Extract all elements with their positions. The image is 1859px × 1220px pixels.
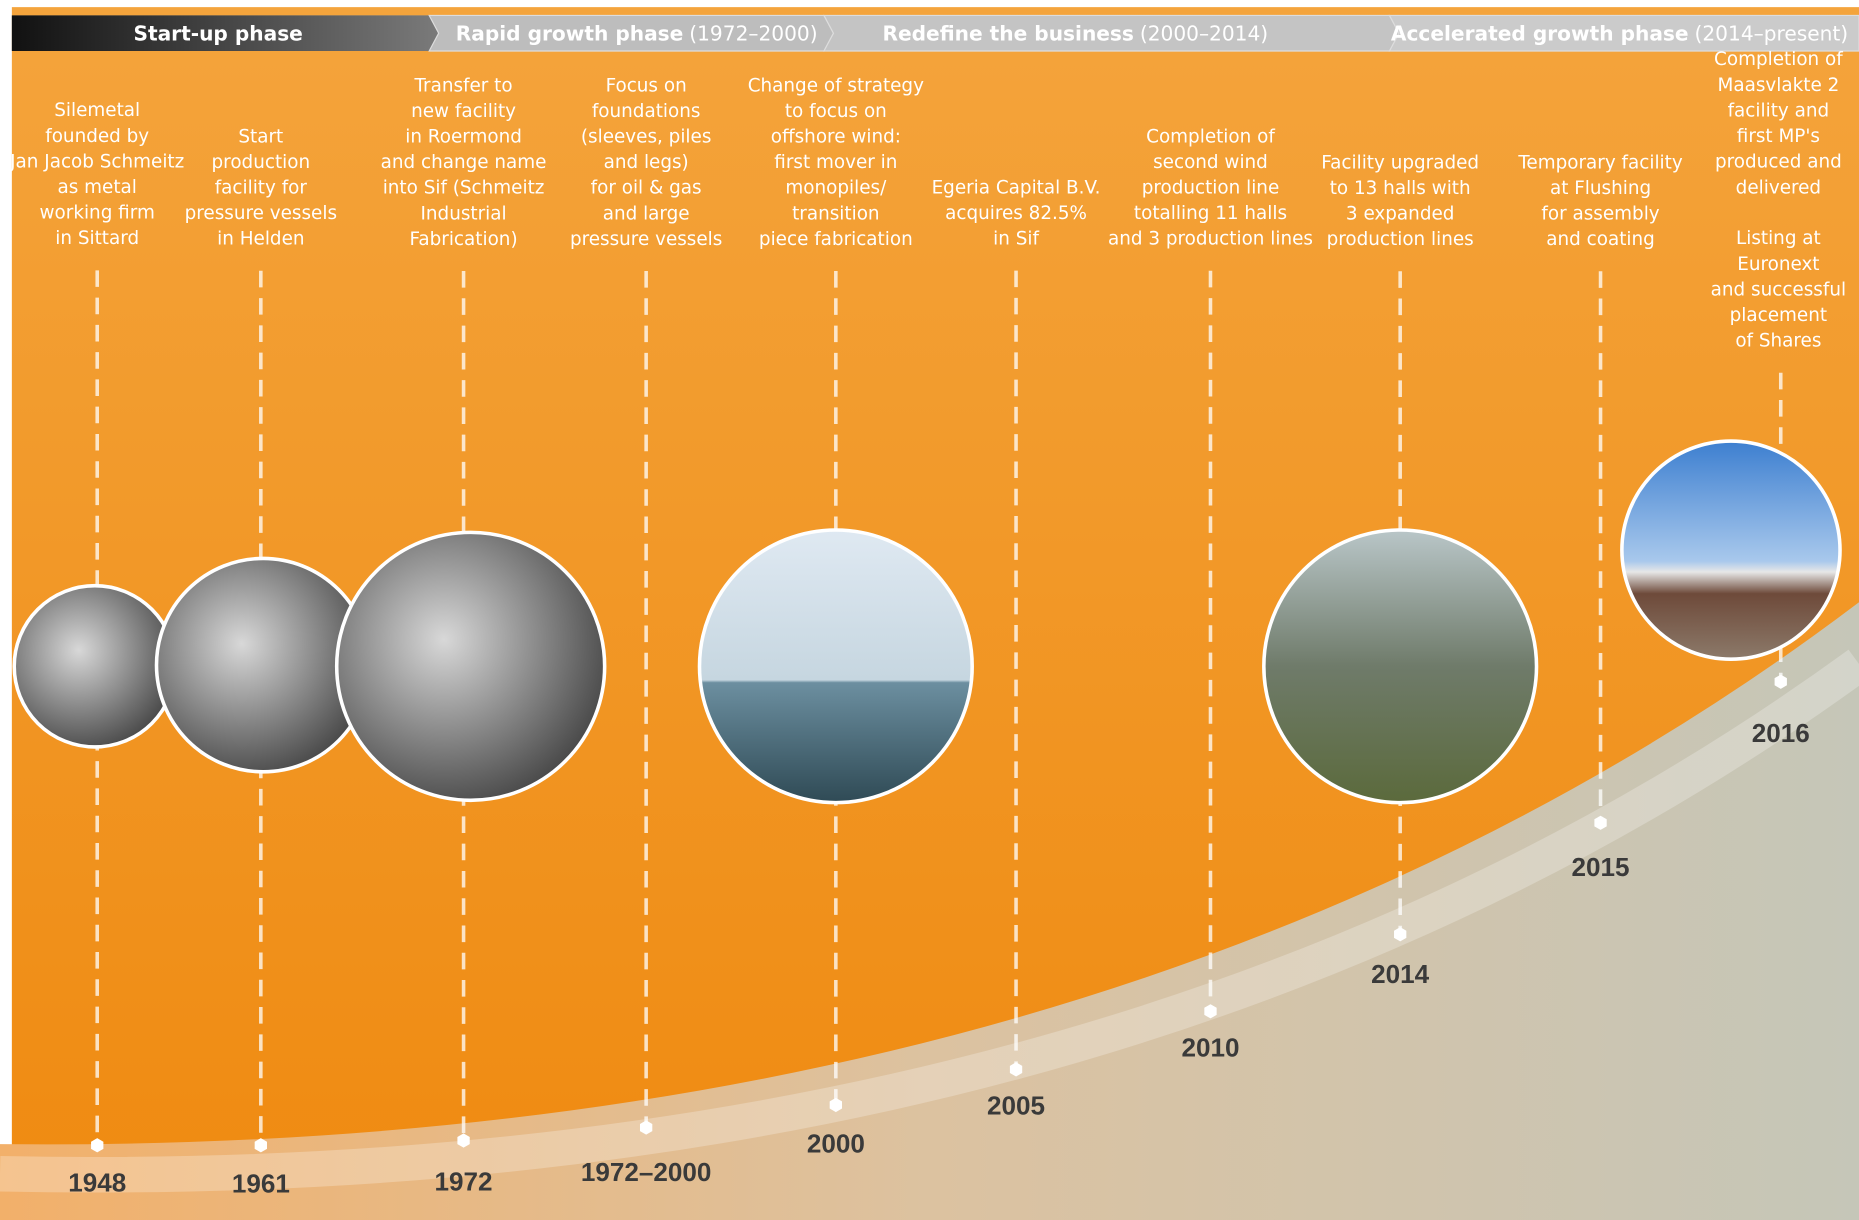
event-text: delivered — [1736, 177, 1821, 198]
event-text: production lines — [1327, 229, 1474, 250]
event-text: Focus on — [606, 75, 687, 96]
event-text: for oil & gas — [591, 178, 702, 199]
event-text: Fabrication) — [410, 229, 518, 250]
photo — [14, 586, 175, 747]
year-label: 1972 — [435, 1166, 493, 1196]
event-text: totalling 11 halls — [1134, 203, 1287, 224]
year-label: 2015 — [1572, 852, 1630, 882]
timeline: Start-up phase Rapid growth phase(1972–20… — [0, 0, 1859, 1220]
event-text: and large — [603, 203, 690, 224]
year-label: 1948 — [68, 1168, 126, 1198]
event-text: transition — [792, 203, 879, 224]
phase-label: Redefine the business (2000–2014) — [882, 21, 1268, 45]
event-text: offshore wind: — [771, 127, 901, 148]
photo — [337, 532, 605, 800]
event-text: Egeria Capital B.V. — [932, 177, 1101, 198]
event-text: to 13 halls with — [1330, 178, 1471, 199]
year-label: 1972–2000 — [581, 1157, 712, 1187]
page: Start-up phase Rapid growth phase(1972–20… — [0, 0, 1859, 1220]
event-text: for assembly — [1541, 204, 1659, 225]
event-text: facility and — [1728, 100, 1830, 121]
event-text: pressure vessels — [185, 203, 337, 224]
event-text: second wind — [1153, 152, 1268, 173]
event-text: and coating — [1546, 229, 1655, 250]
event-text: first mover in — [774, 152, 897, 173]
phase-label: Start-up phase — [133, 21, 302, 45]
event-text: and 3 production lines — [1108, 229, 1313, 250]
photo — [699, 530, 972, 803]
event-text: as metal — [58, 177, 137, 198]
event-text: Jan Jacob Schmeitz — [9, 151, 184, 172]
event-text: in Sif — [993, 228, 1039, 249]
event-text: production line — [1142, 178, 1280, 199]
event-text: Listing at — [1736, 228, 1821, 249]
event-text: (sleeves, piles — [581, 127, 712, 148]
event-text: Silemetal — [54, 100, 140, 121]
event-text: working firm — [40, 203, 155, 224]
year-label: 1961 — [232, 1169, 290, 1199]
phase-period: (2014–present) — [1695, 21, 1849, 45]
event-text: Change of strategy — [748, 75, 924, 96]
event-text: and legs) — [604, 152, 689, 173]
event-text: 3 expanded — [1346, 204, 1455, 225]
event-text: and change name — [381, 152, 547, 173]
phase-name: Rapid growth phase — [456, 21, 684, 45]
event-text: piece fabrication — [759, 229, 913, 250]
event-text: produced and — [1715, 152, 1842, 173]
event-text: Start — [238, 126, 283, 147]
phase-label: Accelerated growth phase(2014–present) — [1391, 21, 1848, 45]
year-label: 2016 — [1752, 718, 1810, 748]
year-label: 2014 — [1371, 959, 1430, 989]
event-text: in Helden — [217, 229, 304, 250]
event-text: and successful — [1711, 279, 1846, 300]
event-text: Completion of — [1146, 126, 1275, 147]
event-text: production — [212, 152, 311, 173]
event-text: into Sif (Schmeitz — [383, 178, 545, 199]
event-text: Euronext — [1737, 254, 1819, 275]
event-text: Facility upgraded — [1321, 152, 1479, 173]
event-text: at Flushing — [1550, 178, 1651, 199]
event-text: acquires 82.5% — [945, 203, 1087, 224]
photo — [1622, 441, 1840, 659]
phase-name: Redefine the business — [882, 21, 1133, 45]
event-text: Maasvlakte 2 — [1717, 75, 1839, 96]
event-text: foundations — [592, 101, 701, 122]
event-text: first MP's — [1737, 126, 1820, 147]
phase-period: (1972–2000) — [689, 21, 817, 45]
event-text: placement — [1730, 305, 1827, 326]
event-text: Transfer to — [414, 75, 513, 96]
phase-period: (2000–2014) — [1140, 21, 1268, 45]
event-text: founded by — [45, 126, 149, 147]
event-text: facility for — [215, 178, 308, 199]
year-label: 2000 — [807, 1128, 865, 1158]
event-text: in Sittard — [55, 228, 139, 249]
event-text: Temporary facility — [1517, 152, 1683, 173]
event-text: of Shares — [1735, 331, 1821, 352]
event-text: to focus on — [785, 101, 887, 122]
event-text: Completion of — [1714, 49, 1843, 70]
phase-name: Start-up phase — [133, 21, 302, 45]
year-label: 2010 — [1181, 1032, 1239, 1062]
event-text: new facility — [411, 101, 516, 122]
photo — [1264, 530, 1537, 803]
event-text: pressure vessels — [570, 229, 722, 250]
phase-label: Rapid growth phase(1972–2000) — [456, 21, 818, 45]
event-text: monopiles/ — [785, 178, 887, 199]
year-label: 2005 — [987, 1090, 1045, 1120]
event-text: in Roermond — [405, 127, 522, 148]
event-text: Industrial — [421, 203, 507, 224]
phase-name: Accelerated growth phase — [1391, 21, 1689, 45]
